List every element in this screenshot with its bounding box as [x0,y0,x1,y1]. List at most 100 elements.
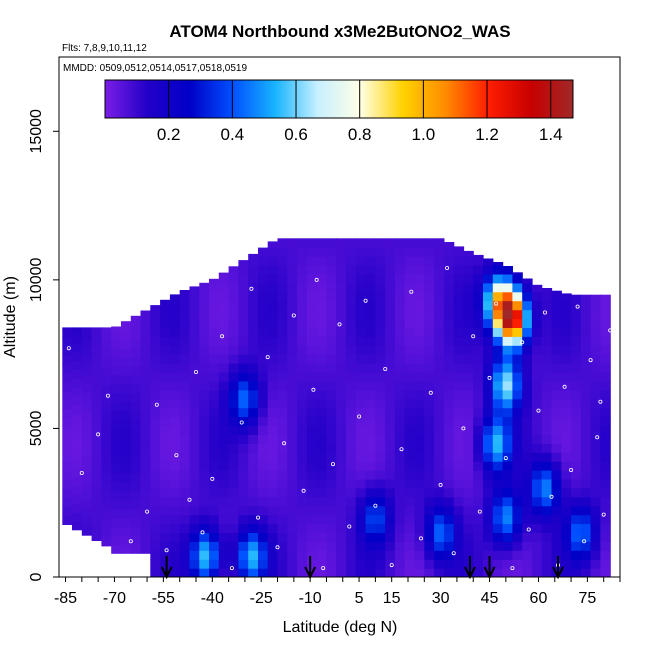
heatmap-cell [267,443,279,453]
heatmap-cell [600,568,611,577]
heatmap-cell [101,429,112,440]
heatmap-cell [81,526,93,536]
heatmap-cell [424,300,435,311]
heatmap-cell [385,336,396,346]
heatmap-cell [72,440,83,451]
heatmap-cell [267,300,279,311]
heatmap-cell [483,291,494,302]
heatmap-cell [590,550,601,560]
sample-point [510,566,515,571]
heatmap-cell [179,568,191,577]
heatmap-cell [346,372,357,382]
heatmap-cell [81,437,93,447]
heatmap-cell [179,327,191,337]
sample-point [520,340,525,345]
heatmap-cell [502,470,513,480]
heatmap-cell [551,434,562,444]
heatmap-cell [297,265,308,275]
heatmap-cell [600,452,611,462]
heatmap-cell [228,389,239,400]
sample-point [220,334,225,339]
heatmap-cell [111,330,122,340]
heatmap-cell [414,354,425,364]
heatmap-cell [365,327,376,337]
heatmap-cell [453,407,465,418]
heatmap-cell [189,478,200,489]
heatmap-cell [394,389,406,400]
heatmap-cell [571,345,582,355]
heatmap-cell [297,354,308,364]
colorbar-ticks: 0.2 0.4 0.6 0.8 1.0 1.2 1.4 [157,80,563,144]
heatmap-cell [561,407,572,418]
sample-point [363,298,368,303]
heatmap-cell [179,318,191,328]
heatmap-cell [600,372,611,382]
heatmap-cell [541,345,553,355]
heatmap-cell [218,354,230,364]
heatmap-cell [590,541,601,551]
heatmap-cell [443,273,455,284]
heatmap-cell [346,541,357,551]
heatmap-cell [492,380,504,391]
heatmap-cell [140,428,151,438]
heatmap-cell [209,487,220,498]
heatmap-cell [590,294,601,302]
heatmap-cell [101,412,112,422]
heatmap-cell [179,541,191,551]
heatmap-cell [199,478,210,489]
heatmap-cell [150,568,161,577]
heatmap-cell [600,461,611,471]
heatmap-cell [336,282,347,293]
heatmap-cell [600,294,611,302]
heatmap-cell [248,443,259,453]
heatmap-cell [209,514,220,525]
heatmap-cell [551,523,562,533]
heatmap-cell [248,354,259,364]
heatmap-cell [375,256,386,266]
heatmap-cell [72,458,83,468]
heatmap-cell [531,318,543,328]
heatmap-cell [121,321,132,331]
heatmap-cell [101,483,112,493]
heatmap-cell [424,380,435,391]
heatmap-cell [62,426,73,436]
heatmap-cell [297,327,308,337]
heatmap-cell [160,372,171,382]
heatmap-cell [502,505,513,516]
heatmap-cell [316,550,328,560]
heatmap-cell [267,550,279,560]
sample-point [210,476,215,481]
heatmap-cell [306,318,318,328]
heatmap-cell [248,532,259,542]
heatmap-cell [248,434,259,444]
heatmap-cell [209,496,220,507]
heatmap-cell [541,452,553,462]
heatmap-cell [287,568,298,577]
heatmap-cell [375,559,386,569]
heatmap-cell [169,461,181,471]
heatmap-cell [531,541,543,551]
heatmap-cell [551,318,562,328]
heatmap-cell [600,425,611,435]
heatmap-cell [297,568,308,577]
heatmap-cell [316,273,328,284]
heatmap-cell [424,238,435,248]
heatmap-cell [541,505,553,516]
heatmap-cell [287,354,298,364]
heatmap-cell [316,496,328,507]
heatmap-cell [277,478,288,489]
heatmap-cell [443,461,455,471]
heatmap-cell [326,256,337,266]
heatmap-cell [189,443,200,453]
heatmap-cell [228,407,239,418]
heatmap-cell [512,363,523,373]
heatmap-cell [316,470,328,480]
heatmap-cell [326,389,337,400]
heatmap-cell [502,345,513,355]
heatmap-cell [424,247,435,257]
heatmap-cell [355,452,367,462]
heatmap-cell [316,514,328,525]
heatmap-cell [375,398,386,409]
heatmap-cell [355,434,367,444]
heatmap-cell [326,273,337,284]
